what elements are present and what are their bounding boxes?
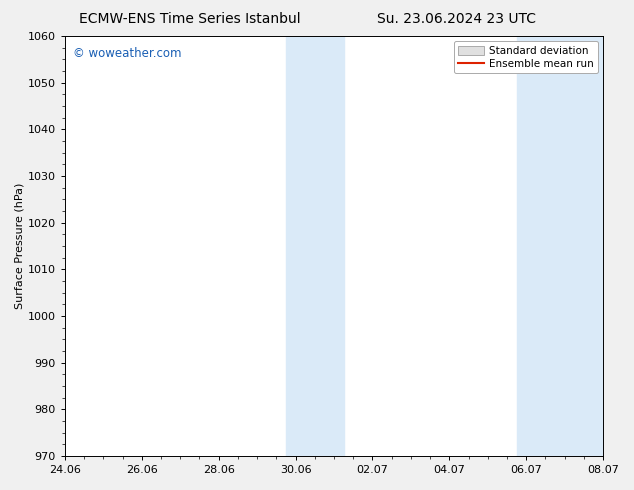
Text: ECMW-ENS Time Series Istanbul: ECMW-ENS Time Series Istanbul xyxy=(79,12,301,26)
Y-axis label: Surface Pressure (hPa): Surface Pressure (hPa) xyxy=(15,183,25,309)
Text: © woweather.com: © woweather.com xyxy=(73,47,181,60)
Legend: Standard deviation, Ensemble mean run: Standard deviation, Ensemble mean run xyxy=(453,41,598,74)
Bar xyxy=(286,36,344,456)
Bar xyxy=(517,36,603,456)
Text: Su. 23.06.2024 23 UTC: Su. 23.06.2024 23 UTC xyxy=(377,12,536,26)
